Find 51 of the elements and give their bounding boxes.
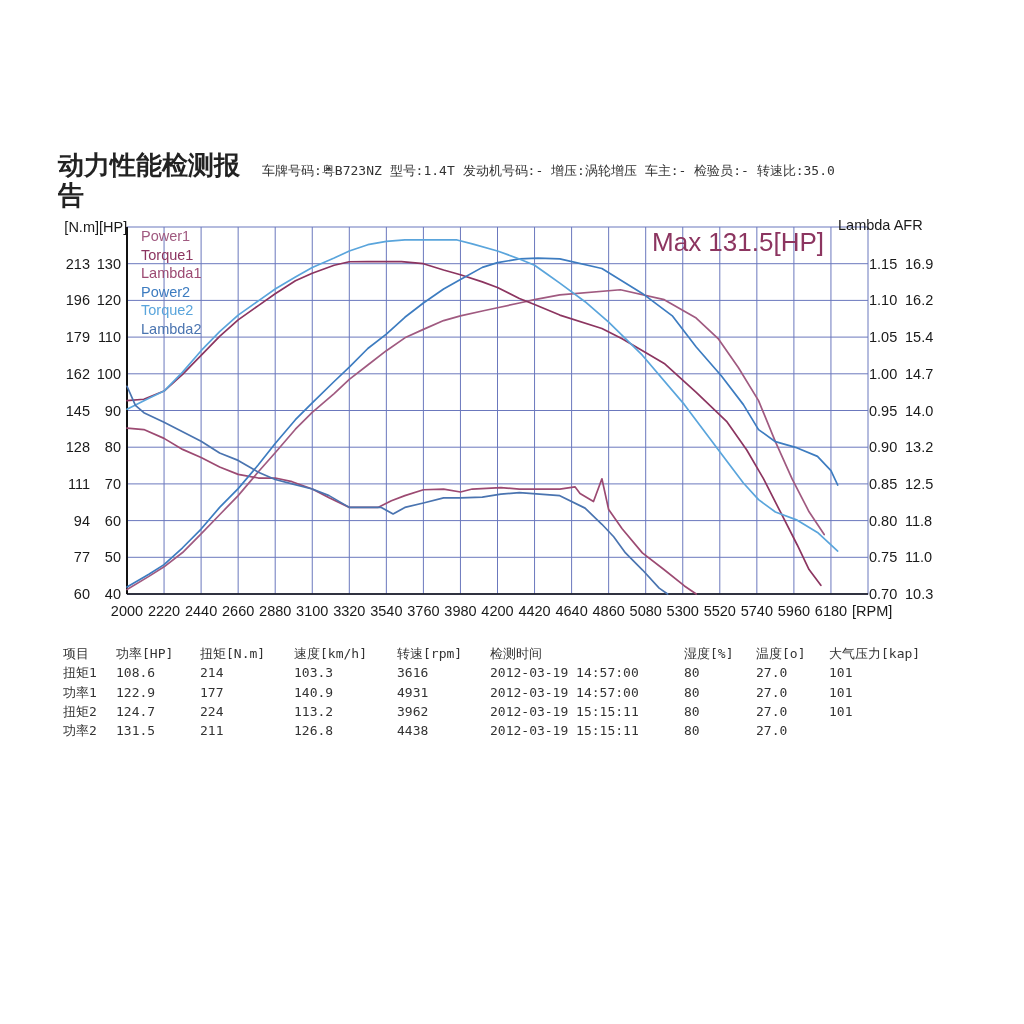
table-cell: 80 xyxy=(684,703,700,720)
table-cell: 224 xyxy=(200,703,224,720)
table-cell: 101 xyxy=(829,665,853,682)
table-cell: 27.0 xyxy=(756,665,788,682)
table-cell: 101 xyxy=(829,703,853,720)
table-cell: 功率1 xyxy=(63,684,97,701)
table-cell: 湿度[%] xyxy=(684,646,734,662)
table-cell: 功率[HP] xyxy=(116,646,174,662)
table-cell: 108.6 xyxy=(116,665,156,682)
table-cell: 功率2 xyxy=(63,723,97,740)
table-cell: 检测时间 xyxy=(490,646,542,662)
table-cell: 2012-03-19 14:57:00 xyxy=(490,665,639,682)
table-cell: 速度[km/h] xyxy=(294,646,367,662)
table-cell: 2012-03-19 15:15:11 xyxy=(490,703,639,720)
table-cell: 4438 xyxy=(397,723,429,740)
table-cell: 122.9 xyxy=(116,684,156,701)
table-cell: 2012-03-19 14:57:00 xyxy=(490,684,639,701)
table-cell: 80 xyxy=(684,684,700,701)
xlabel: [RPM] xyxy=(852,603,893,619)
subtitle: 车牌号码:粤B723NZ 型号:1.4T 发动机号码:- 增压:涡轮增压 车主:- 检验员:- 转速比:35.0 xyxy=(262,162,836,180)
table-cell: 140.9 xyxy=(294,684,334,701)
table-cell: 3616 xyxy=(397,665,429,682)
table-cell: 113.2 xyxy=(294,703,334,720)
table-cell: 转速[rpm] xyxy=(397,646,463,662)
table-cell: 101 xyxy=(829,684,853,701)
table-cell: 126.8 xyxy=(294,723,334,740)
ylabel: [N.m] xyxy=(64,219,99,235)
table-cell: 项目 xyxy=(63,646,89,662)
table-cell: 扭矩1 xyxy=(63,665,97,682)
y2label: [HP] xyxy=(99,219,128,235)
note: Max 131.5[HP] xyxy=(652,227,824,257)
table-cell: 大气压力[kap] xyxy=(829,646,921,662)
table-cell: 177 xyxy=(200,684,224,701)
table-cell: 27.0 xyxy=(756,703,788,720)
table-cell: 27.0 xyxy=(756,684,788,701)
table-cell: 27.0 xyxy=(756,723,788,740)
table-cell: 131.5 xyxy=(116,723,156,740)
y3label: Lambda AFR xyxy=(838,217,923,233)
table-cell: 214 xyxy=(200,665,224,682)
title: 动力性能检测报告 xyxy=(58,150,241,210)
table-cell: 103.3 xyxy=(294,665,334,682)
table-cell: 80 xyxy=(684,723,700,740)
table-cell: 2012-03-19 15:15:11 xyxy=(490,723,639,740)
table-cell: 124.7 xyxy=(116,703,156,720)
table-cell: 4931 xyxy=(397,684,429,701)
table-cell: 211 xyxy=(200,723,224,740)
table-cell: 3962 xyxy=(397,703,429,720)
table-cell: 扭矩2 xyxy=(63,703,97,720)
table-cell: 扭矩[N.m] xyxy=(200,646,266,662)
table-cell: 温度[o] xyxy=(756,646,806,662)
table-cell: 80 xyxy=(684,665,700,682)
